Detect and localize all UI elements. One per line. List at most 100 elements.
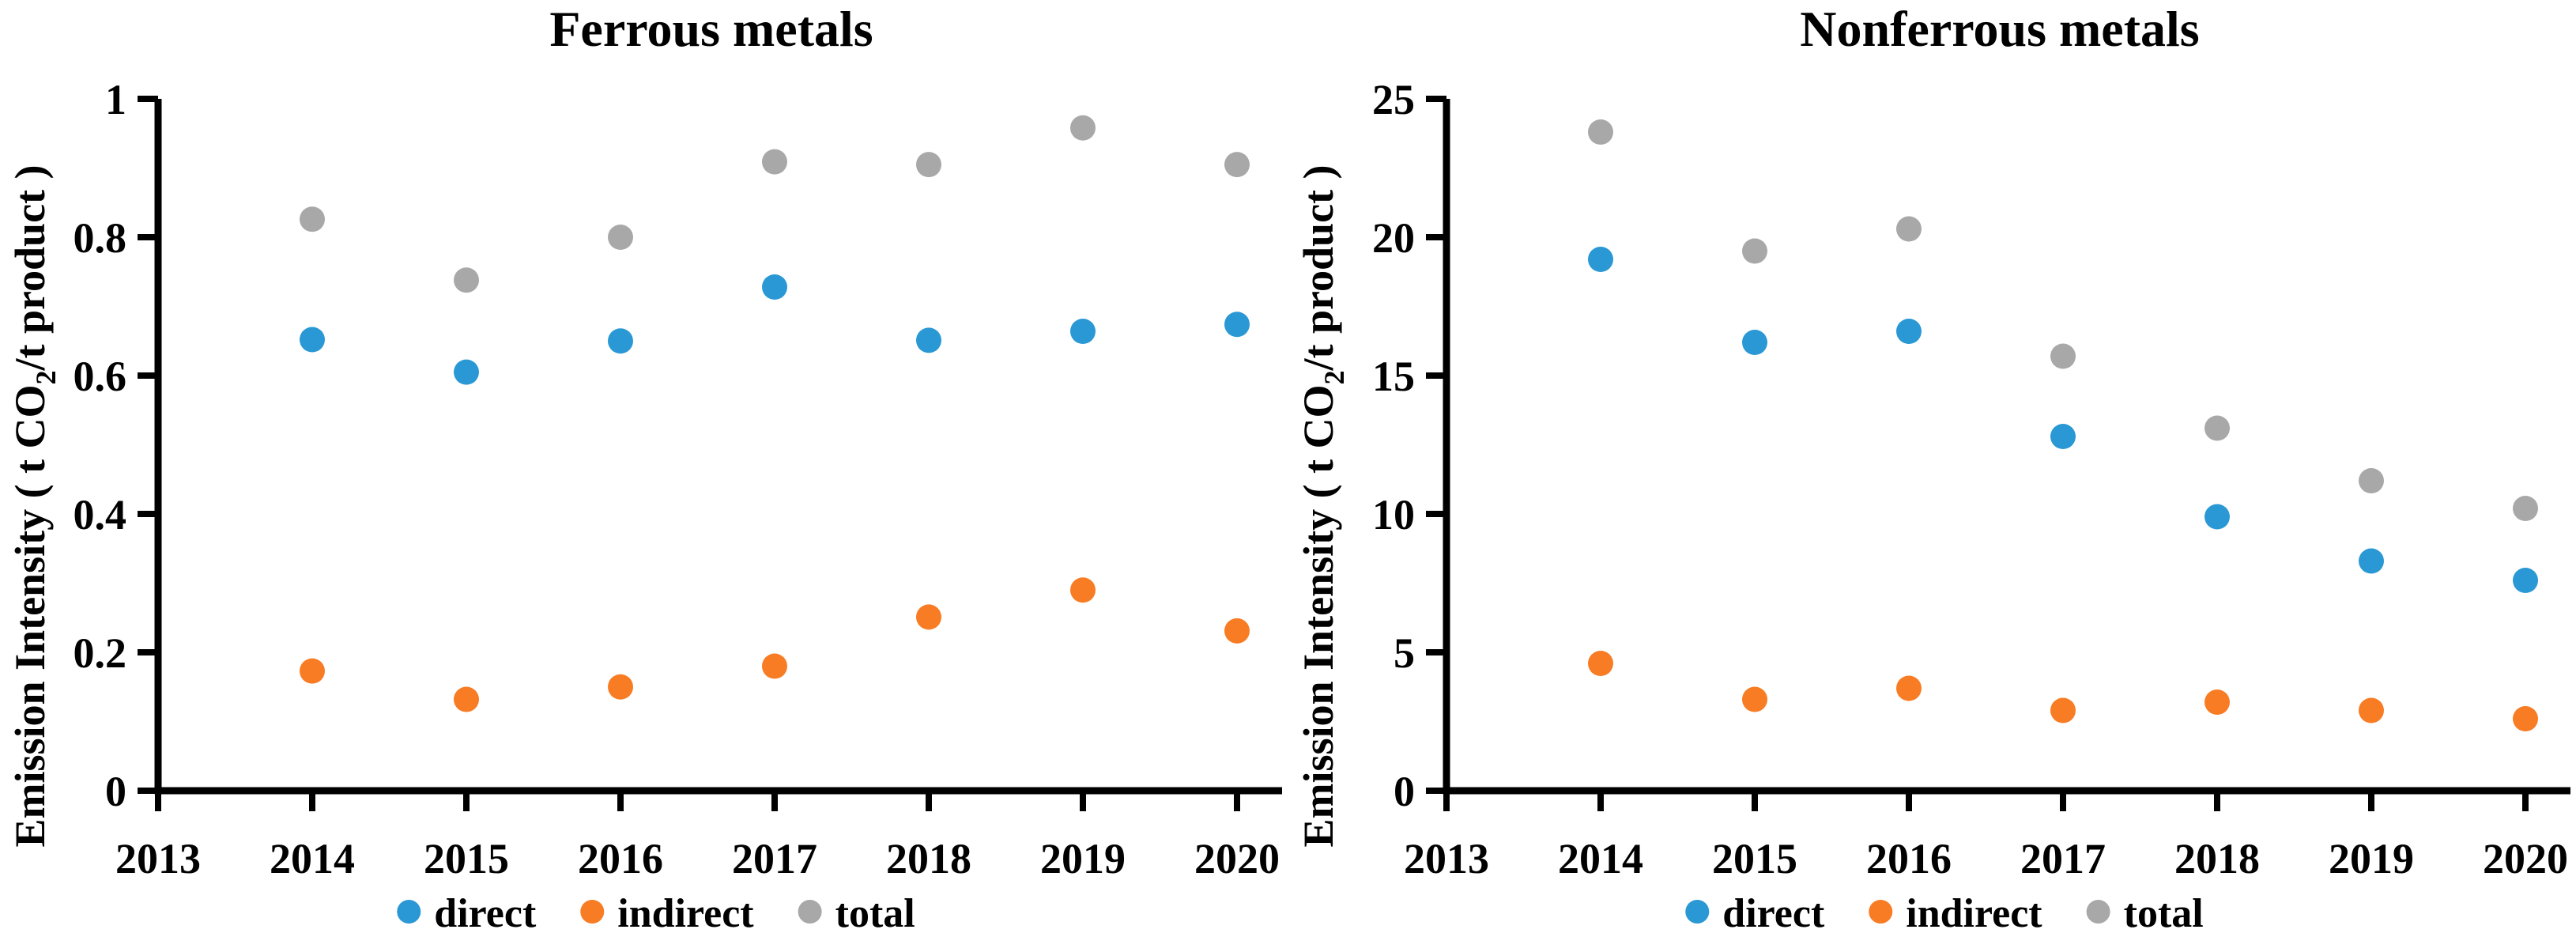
x-tick-label: 2015 bbox=[1712, 835, 1797, 882]
point-total-2015 bbox=[454, 267, 479, 293]
x-tick-label: 2013 bbox=[1404, 835, 1489, 882]
point-direct-2017 bbox=[2050, 424, 2076, 449]
x-axis: 2013 2014 2015 2016 2017 2018 2019 2020 bbox=[1404, 791, 2568, 882]
legend-swatch-direct bbox=[1685, 900, 1710, 924]
point-indirect-2020 bbox=[1224, 618, 1250, 644]
x-tick-label: 2017 bbox=[2020, 835, 2106, 882]
y-tick-label: 0 bbox=[105, 768, 126, 815]
series-indirect bbox=[1588, 651, 2538, 731]
point-indirect-2014 bbox=[1588, 651, 1613, 676]
point-direct-2017 bbox=[762, 274, 787, 300]
point-direct-2014 bbox=[300, 327, 325, 353]
point-indirect-2015 bbox=[1742, 686, 1767, 712]
legend-swatch-indirect bbox=[580, 900, 605, 924]
point-total-2016 bbox=[608, 225, 633, 250]
point-indirect-2017 bbox=[2050, 697, 2076, 723]
x-tick-label: 2016 bbox=[578, 835, 663, 882]
y-tick-label: 10 bbox=[1372, 491, 1415, 538]
point-direct-2015 bbox=[454, 359, 479, 385]
point-direct-2016 bbox=[608, 328, 633, 354]
point-indirect-2019 bbox=[1070, 577, 1096, 603]
legend: direct indirect total bbox=[397, 891, 915, 936]
point-direct-2019 bbox=[2359, 548, 2384, 574]
point-total-2020 bbox=[1224, 152, 1250, 178]
x-tick-label: 2020 bbox=[1194, 835, 1280, 882]
point-total-2014 bbox=[300, 206, 325, 232]
point-direct-2016 bbox=[1896, 319, 1922, 344]
legend-swatch-indirect bbox=[1869, 900, 1893, 924]
chart-title: Ferrous metals bbox=[549, 1, 873, 57]
legend: direct indirect total bbox=[1685, 891, 2204, 936]
point-total-2019 bbox=[2359, 468, 2384, 493]
point-direct-2020 bbox=[2513, 568, 2538, 593]
x-tick-label: 2018 bbox=[886, 835, 971, 882]
series-direct bbox=[300, 274, 1250, 385]
point-indirect-2016 bbox=[1896, 675, 1922, 701]
x-axis: 2013 2014 2015 2016 2017 2018 2019 2020 bbox=[115, 791, 1280, 882]
point-indirect-2019 bbox=[2359, 697, 2384, 723]
legend-label-indirect: indirect bbox=[617, 891, 754, 936]
chart-title: Nonferrous metals bbox=[1800, 1, 2199, 57]
x-tick-label: 2016 bbox=[1866, 835, 1952, 882]
y-tick-label: 25 bbox=[1372, 76, 1415, 123]
series-indirect bbox=[300, 577, 1250, 712]
y-tick-label: 0.8 bbox=[74, 214, 127, 262]
point-direct-2018 bbox=[916, 327, 941, 353]
y-axis: 0 5 10 15 20 25 bbox=[1372, 76, 1446, 815]
point-indirect-2020 bbox=[2513, 706, 2538, 731]
x-tick-label: 2020 bbox=[2483, 835, 2568, 882]
y-tick-label: 0.6 bbox=[74, 353, 127, 400]
series-direct bbox=[1588, 247, 2538, 593]
series-total bbox=[300, 115, 1250, 293]
point-total-2019 bbox=[1070, 115, 1096, 141]
point-direct-2018 bbox=[2204, 504, 2230, 530]
legend-label-direct: direct bbox=[434, 891, 537, 936]
legend-label-total: total bbox=[835, 891, 915, 936]
x-tick-label: 2017 bbox=[732, 835, 817, 882]
x-tick-label: 2015 bbox=[424, 835, 509, 882]
y-tick-label: 5 bbox=[1394, 629, 1415, 677]
legend-swatch-total bbox=[798, 900, 822, 924]
axis-spines bbox=[1443, 99, 2570, 795]
legend-label-direct: direct bbox=[1722, 891, 1825, 936]
legend-label-total: total bbox=[2124, 891, 2204, 936]
point-direct-2014 bbox=[1588, 247, 1613, 272]
point-indirect-2015 bbox=[454, 686, 479, 712]
legend-label-indirect: indirect bbox=[1906, 891, 2042, 936]
x-tick-label: 2014 bbox=[1558, 835, 1643, 882]
point-indirect-2018 bbox=[916, 604, 941, 630]
point-total-2017 bbox=[762, 149, 787, 175]
x-tick-label: 2018 bbox=[2174, 835, 2260, 882]
y-axis: 0 0.2 0.4 0.6 0.8 1 bbox=[74, 76, 158, 815]
point-indirect-2016 bbox=[608, 674, 633, 700]
series-total bbox=[1588, 119, 2538, 521]
y-axis-label: Emission Intensity ( t CO2/t product ) bbox=[6, 164, 62, 847]
point-total-2015 bbox=[1742, 238, 1767, 264]
point-indirect-2014 bbox=[300, 658, 325, 684]
point-total-2017 bbox=[2050, 343, 2076, 369]
point-total-2016 bbox=[1896, 216, 1922, 242]
y-tick-label: 15 bbox=[1372, 353, 1415, 400]
y-tick-label: 0 bbox=[1394, 768, 1415, 815]
point-total-2014 bbox=[1588, 119, 1613, 145]
legend-swatch-direct bbox=[397, 900, 421, 924]
x-tick-label: 2019 bbox=[2329, 835, 2414, 882]
y-axis-label: Emission Intensity ( t CO2/t product ) bbox=[1295, 164, 1350, 847]
point-indirect-2017 bbox=[762, 653, 787, 679]
point-direct-2015 bbox=[1742, 330, 1767, 355]
point-direct-2020 bbox=[1224, 312, 1250, 338]
point-total-2018 bbox=[2204, 415, 2230, 441]
y-tick-label: 0.2 bbox=[74, 629, 127, 677]
y-tick-label: 20 bbox=[1372, 214, 1415, 262]
x-tick-label: 2014 bbox=[270, 835, 355, 882]
point-direct-2019 bbox=[1070, 319, 1096, 344]
point-indirect-2018 bbox=[2204, 689, 2230, 715]
x-tick-label: 2019 bbox=[1040, 835, 1126, 882]
point-total-2018 bbox=[916, 152, 941, 178]
axis-spines bbox=[154, 99, 1282, 795]
y-tick-label: 0.4 bbox=[74, 491, 127, 538]
point-total-2020 bbox=[2513, 496, 2538, 521]
